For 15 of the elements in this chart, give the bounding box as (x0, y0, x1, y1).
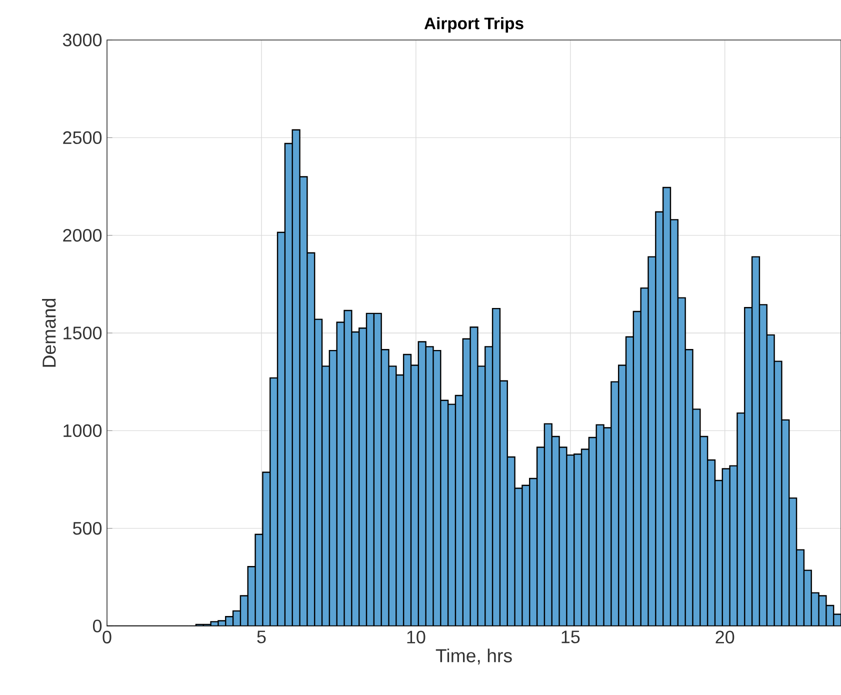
y-tick-label: 3000 (62, 34, 102, 46)
x-tick-label: 5 (257, 630, 266, 644)
y-tick-label: 1000 (64, 424, 102, 438)
x-axis-title: Time, hrs (436, 648, 512, 665)
x-tick-label: 0 (102, 630, 112, 644)
chart-title: Airport Trips (424, 17, 524, 33)
y-tick-label: 2000 (63, 228, 102, 242)
x-tick-label: 10 (407, 630, 426, 644)
y-tick-label: 500 (72, 522, 102, 535)
x-tick-label: 20 (716, 630, 734, 644)
y-tick-label: 1500 (64, 326, 102, 340)
y-axis-title: Demand (42, 298, 56, 367)
y-tick-label: 0 (92, 620, 102, 632)
y-tick-label: 2500 (63, 131, 102, 144)
x-tick-label: 15 (562, 630, 580, 644)
